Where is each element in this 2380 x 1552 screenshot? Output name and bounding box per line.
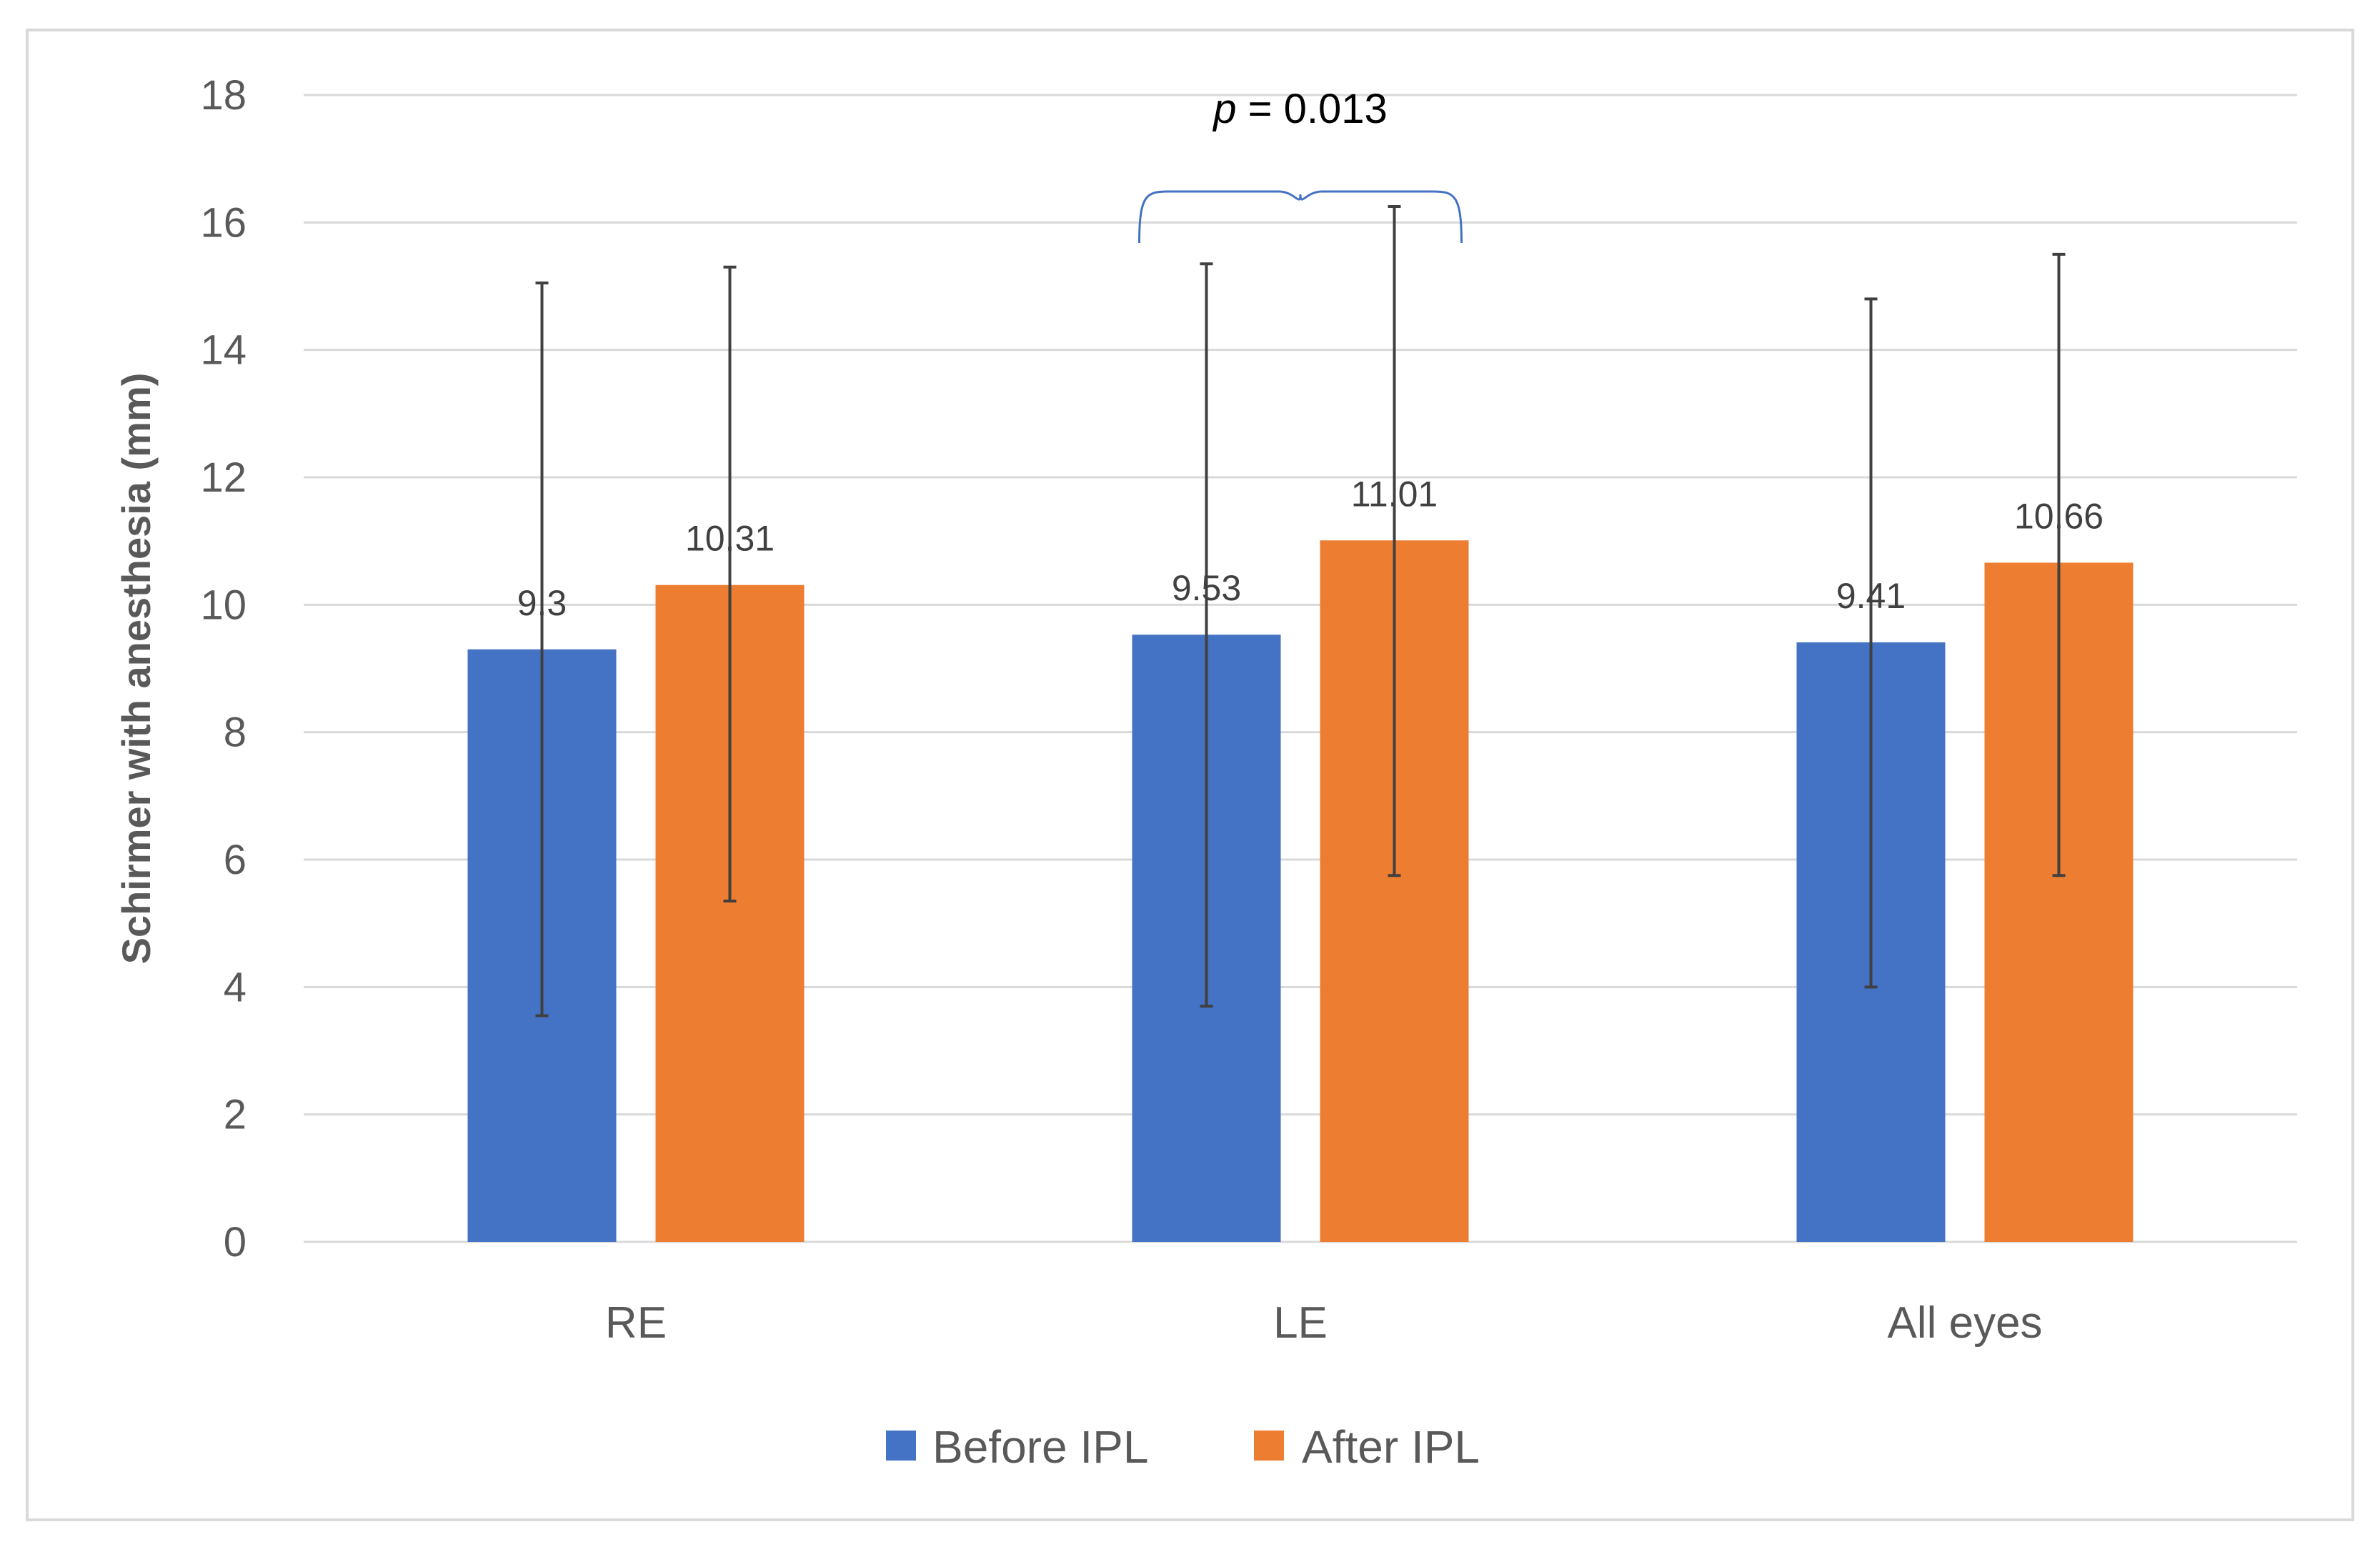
- x-category-label: RE: [605, 1298, 667, 1348]
- significance-annotation: p = 0.013: [1138, 86, 1463, 244]
- y-tick-label: 0: [224, 1219, 247, 1265]
- significance-bracket: [1138, 190, 1463, 244]
- y-tick-label: 2: [224, 1092, 247, 1138]
- legend-label-after-ipl: After IPL: [1302, 1421, 1480, 1473]
- data-label: 10.31: [685, 519, 775, 559]
- data-label: 9.3: [517, 583, 567, 623]
- x-axis-categories: RE LE All eyes: [605, 1298, 2043, 1348]
- p-value: = 0.013: [1237, 86, 1388, 132]
- data-label: 9.41: [1836, 576, 1906, 616]
- data-labels: 9.3 10.31 9.53 11.01 9.41 10.66: [517, 474, 2103, 622]
- legend-swatch-before-ipl: [886, 1431, 916, 1461]
- y-tick-label: 14: [200, 327, 247, 374]
- gridlines: [304, 94, 2297, 1243]
- data-label: 11.01: [1351, 474, 1438, 514]
- y-axis-title: Schirmer with anesthesia (mm): [114, 373, 159, 965]
- y-tick-label: 12: [200, 454, 247, 501]
- p-value-label: p = 0.013: [1212, 86, 1388, 132]
- y-tick-label: 18: [200, 72, 247, 119]
- y-tick-label: 10: [200, 582, 247, 628]
- data-label: 10.66: [2014, 496, 2103, 536]
- legend-swatch-after-ipl: [1254, 1431, 1284, 1461]
- x-category-label: All eyes: [1887, 1298, 2042, 1348]
- x-category-label: LE: [1273, 1298, 1328, 1348]
- y-tick-label: 4: [224, 964, 247, 1010]
- y-tick-label: 8: [224, 710, 247, 756]
- y-tick-label: 6: [224, 837, 247, 883]
- y-tick-label: 16: [200, 199, 247, 246]
- legend: Before IPL After IPL: [886, 1421, 1480, 1473]
- error-bars: [535, 205, 2066, 1018]
- legend-label-before-ipl: Before IPL: [932, 1421, 1148, 1473]
- y-axis-ticks: 0 2 4 6 8 10 12 14 16 18: [200, 72, 247, 1265]
- p-symbol: p: [1212, 86, 1236, 132]
- data-label: 9.53: [1172, 568, 1241, 608]
